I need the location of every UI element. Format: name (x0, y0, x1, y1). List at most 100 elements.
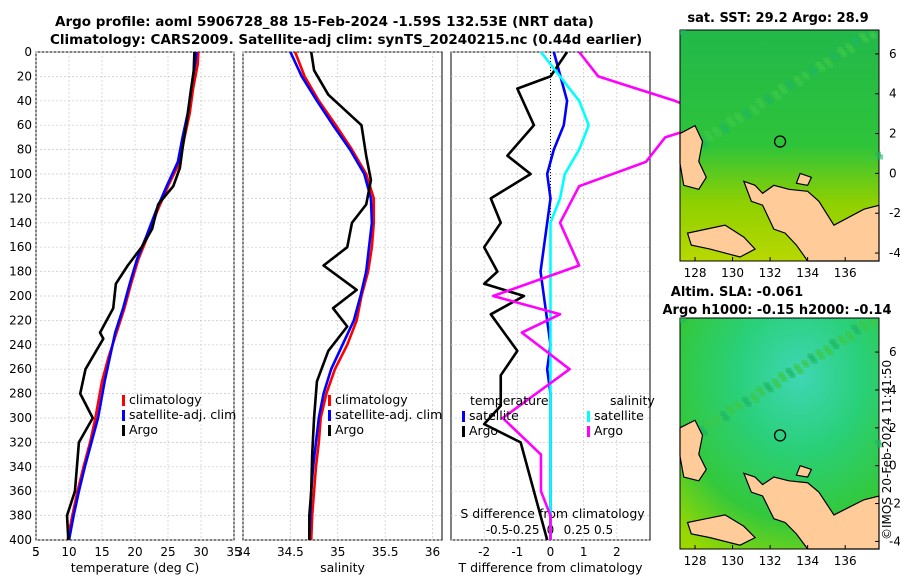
map-pixel-sla (727, 407, 734, 413)
map-pixel-sla (825, 348, 832, 354)
map-pixel-sla (807, 353, 814, 359)
series-line-satellite-adj-clim (289, 51, 374, 541)
map-pixel-sla (809, 355, 816, 361)
depth-tick-label: 260 (9, 362, 32, 376)
map-xtick-label-sst: 130 (721, 266, 744, 280)
map-pixel-sla (839, 337, 846, 343)
map-pixel-sla (785, 367, 792, 373)
map-ytick-label-sla: -4 (889, 534, 900, 548)
map-pixel-sst (745, 113, 752, 119)
map-pixel-sst (853, 39, 860, 45)
depth-tick-label: 0 (24, 45, 32, 59)
series-line-t-argo (482, 51, 569, 541)
map-pixel-sst (815, 61, 822, 67)
legend-swatch-salinity-diff (587, 411, 590, 422)
legend-label-salinity: climatology (335, 392, 408, 407)
legend-label-salinity: satellite-adj. clim (335, 407, 442, 422)
map-pixel-sst (711, 126, 718, 132)
map-pixel-sst (757, 100, 764, 106)
map-pixel-sst (721, 125, 728, 131)
legend-swatch-temperature (122, 410, 125, 421)
map-pixel-sst (737, 117, 744, 123)
map-ytick-label-sst: -2 (889, 206, 900, 220)
map-ytick-label-sla: -2 (889, 497, 900, 511)
depth-tick-label: 120 (9, 191, 32, 205)
map-pixel-sst (861, 35, 868, 41)
map-xtick-label-sla: 134 (796, 554, 819, 568)
series-line-s-satellite (539, 51, 591, 540)
map-xtick-label-sst: 136 (834, 266, 857, 280)
map-pixel-sla (855, 329, 862, 335)
map-pixel-sst (715, 132, 722, 138)
map-pixel-sst (785, 79, 792, 85)
depth-tick-label: 240 (9, 338, 32, 352)
series-line-argo (308, 51, 373, 540)
map-pixel-sla (781, 376, 788, 382)
x-tick-label: 35.5 (372, 545, 399, 559)
map-pixel-sst (801, 71, 808, 77)
map-pixel-sst (701, 142, 708, 148)
map-pixel-sla (795, 366, 802, 372)
depth-tick-label: 360 (9, 484, 32, 498)
map-pixel-sla (777, 371, 784, 377)
map-pixel-sst (877, 154, 884, 160)
map-ytick-label-sla: 6 (889, 345, 897, 359)
map-pixel-sst (771, 90, 778, 96)
map-pixel-sst (781, 88, 788, 94)
map-pixel-sla (745, 401, 752, 407)
map-pixel-sla (737, 405, 744, 411)
map-pixel-sst (831, 53, 838, 59)
map-pixel-sla (765, 384, 772, 390)
legend-swatch-salinity (328, 410, 331, 421)
map-pixel-sst (819, 66, 826, 72)
map-pixel-sla (863, 325, 870, 331)
map-pixel-sst (811, 70, 818, 76)
plots-layer: 0204060801001201401601802002202402602803… (9, 11, 900, 575)
map-pixel-sla (851, 324, 858, 330)
map-pixel-sst (741, 108, 748, 114)
map-pixel-sla (875, 439, 882, 445)
map-pixel-sla (859, 320, 866, 326)
map-pixel-sst (753, 109, 760, 115)
map-subtitle-sla: Argo h1000: -0.15 h2000: -0.14 (662, 303, 891, 318)
map-pixel-sla (793, 363, 800, 369)
legend-label-temperature: Argo (129, 422, 158, 437)
map-pixel-sst (859, 32, 866, 38)
depth-tick-label: 400 (9, 533, 32, 547)
map-pixel-sla (775, 383, 782, 389)
x-tick-label: 34.5 (277, 545, 304, 559)
map-pixel-sst (775, 95, 782, 101)
map-land-sst (742, 180, 880, 262)
map-pixel-sla (841, 340, 848, 346)
x-axis-label-temperature: temperature (deg C) (71, 560, 200, 575)
map-pixel-sla (831, 341, 838, 347)
depth-tick-label: 100 (9, 167, 32, 181)
map-pixel-sla (759, 391, 766, 397)
map-pixel-sst (727, 119, 734, 125)
map-ytick-label-sst: 6 (889, 47, 897, 61)
map-pixel-sla (755, 386, 762, 392)
series-line-argo (65, 51, 196, 541)
x-tick-label: 0 (547, 545, 555, 559)
map-pixel-sla (869, 319, 876, 325)
map-pixel-sla (801, 359, 808, 365)
depth-tick-label: 40 (17, 94, 32, 108)
map-pixel-sst (719, 122, 726, 128)
x-tick-label: 20 (127, 545, 142, 559)
x-tick-label: 25 (160, 545, 175, 559)
map-xtick-label-sla: 136 (834, 554, 857, 568)
map-pixel-sst (833, 56, 840, 62)
depth-tick-label: 320 (9, 435, 32, 449)
map-pixel-sst (849, 48, 856, 54)
map-land-sla (795, 464, 813, 478)
map-pixel-sst (827, 62, 834, 68)
map-pixel-sst (793, 75, 800, 81)
map-ytick-label-sst: 4 (889, 87, 897, 101)
map-pixel-sla (833, 344, 840, 350)
depth-tick-label: 80 (17, 143, 32, 157)
legend-label-temperature: climatology (129, 392, 202, 407)
x-axis-label-difference: T difference from climatology (457, 560, 643, 575)
map-title-sla: Altim. SLA: -0.061 (671, 285, 803, 300)
map-land-sst (686, 224, 757, 258)
